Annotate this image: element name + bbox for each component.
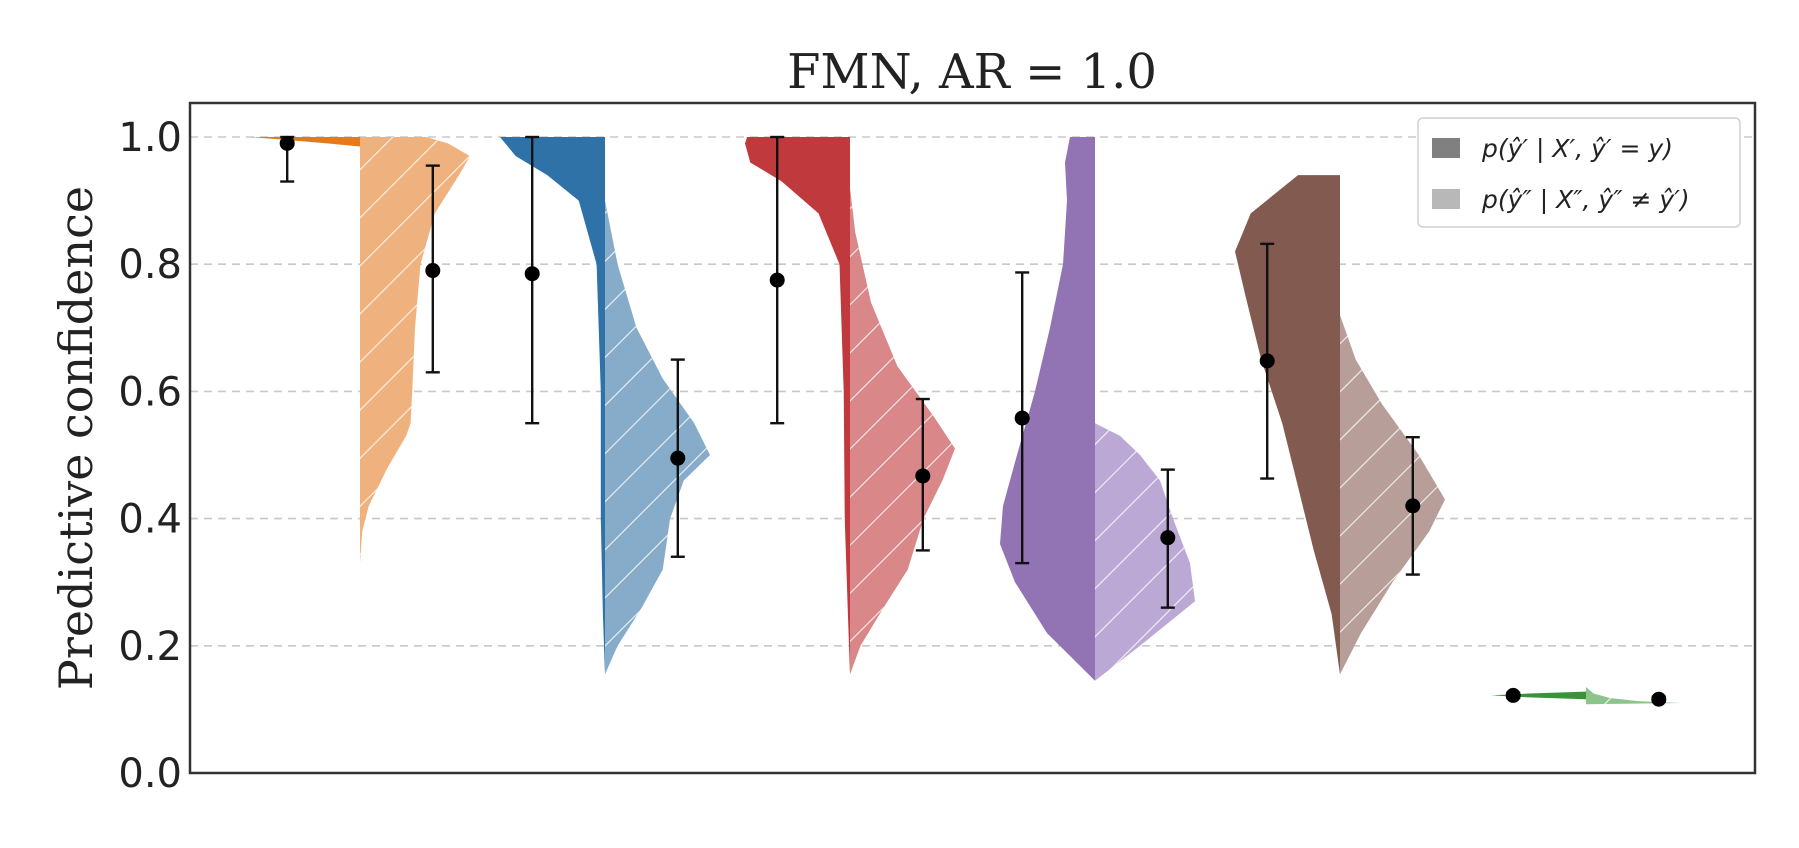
violin-right-hatch: [850, 187, 955, 675]
violin-left-half: [1491, 691, 1586, 700]
mean-point: [1014, 410, 1030, 426]
violin-right-hatch: [605, 200, 710, 675]
legend-label: p(ŷ″ | X″, ŷ″ ≠ ŷ′): [1481, 185, 1690, 214]
violin-right-hatch: [1586, 687, 1681, 705]
violin-left-half: [1000, 137, 1095, 681]
violin-right-hatch: [1095, 423, 1195, 681]
chart-title: FMN, AR = 1.0: [787, 44, 1157, 100]
legend-swatch: [1432, 138, 1460, 158]
mean-point: [1651, 691, 1667, 707]
violin-right-hatch: [360, 137, 470, 564]
legend-box: [1417, 117, 1741, 228]
violin-right-hatch: [1340, 315, 1445, 675]
violin-left-half: [250, 137, 360, 147]
error-bars: [279, 135, 1667, 707]
y-tick-label: 0.6: [118, 369, 182, 415]
violins: [250, 137, 1681, 705]
violin-left-half: [500, 137, 605, 675]
y-tick-label: 0.4: [118, 497, 182, 543]
y-tick-label: 0.0: [118, 751, 182, 797]
mean-point: [524, 266, 540, 282]
mean-point: [1160, 530, 1176, 546]
violin-left-half: [1235, 175, 1340, 675]
mean-point: [1505, 687, 1521, 703]
violin-left-half: [745, 137, 850, 675]
y-tick-label: 1.0: [118, 115, 182, 161]
legend-label: p(ŷ′ | X′, ŷ′ = y): [1481, 134, 1673, 163]
y-tick-label: 0.8: [118, 242, 182, 288]
mean-point: [1259, 353, 1275, 369]
mean-point: [1405, 498, 1421, 514]
mean-point: [670, 450, 686, 466]
plot-frame: [188, 101, 1757, 775]
y-tick-label: 0.2: [118, 624, 182, 670]
legend: p(ŷ′ | X′, ŷ′ = y) p(ŷ″ | X″, ŷ″ ≠ ŷ′): [1417, 117, 1741, 228]
mean-point: [769, 272, 785, 288]
mean-point: [425, 263, 441, 279]
legend-swatch: [1432, 189, 1460, 209]
mean-point: [915, 468, 931, 484]
y-axis-label: Predictive confidence: [49, 186, 103, 690]
mean-point: [279, 135, 295, 151]
y-ticks: 0.0 0.2 0.4 0.6 0.8 1.0: [118, 115, 182, 797]
